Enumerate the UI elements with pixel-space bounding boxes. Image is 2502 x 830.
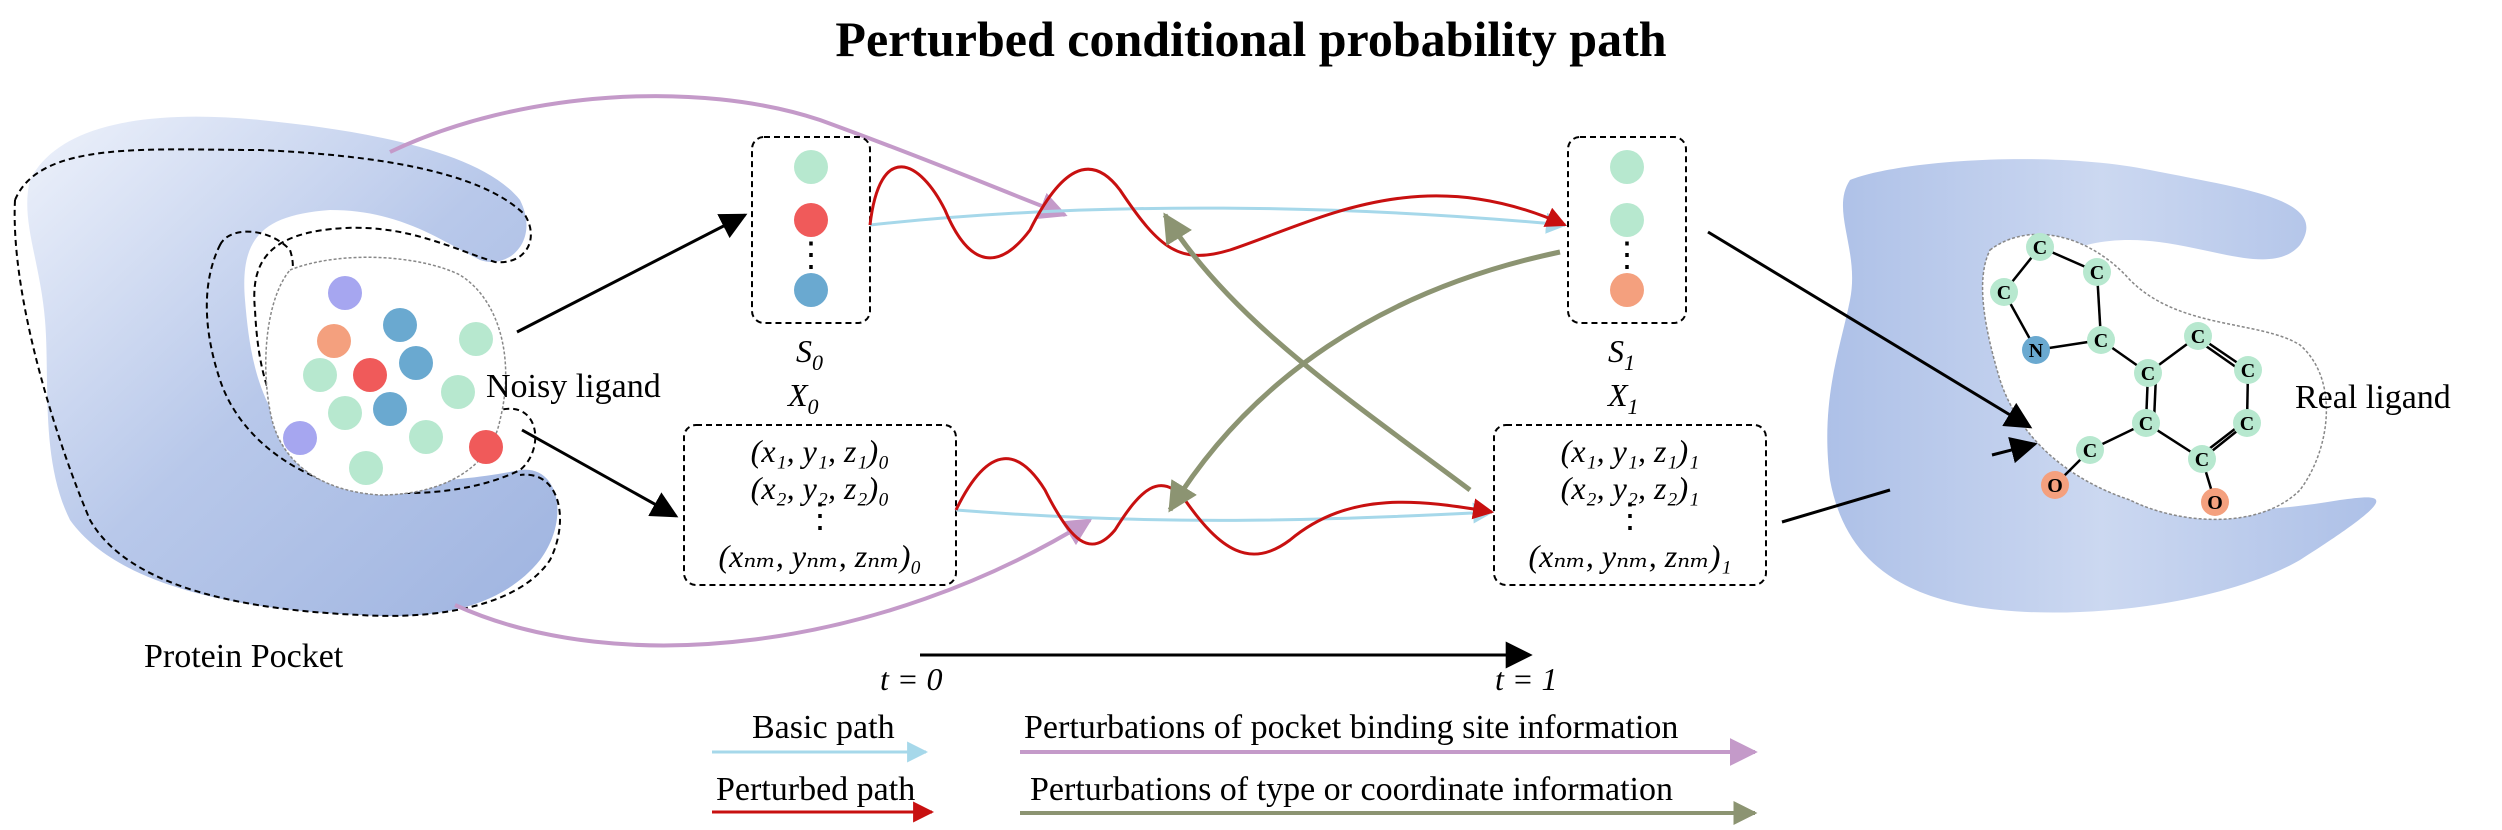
noisy-ligand-cluster xyxy=(265,256,507,496)
svg-text:O: O xyxy=(2047,475,2063,497)
x1-coord-1: (x₁, y₁, z₁)₁ xyxy=(1561,433,1700,469)
legend-type-coord-label: Perturbations of type or coordinate info… xyxy=(1030,771,1673,808)
atom-blue xyxy=(383,308,417,342)
x1-label: X1 xyxy=(1606,377,1639,419)
type-coord-perturbation-1 xyxy=(1162,212,1472,493)
svg-text:C: C xyxy=(2241,360,2255,382)
atom-blue xyxy=(399,346,433,380)
svg-text:C: C xyxy=(1997,282,2011,304)
arrow-s1-to-ligand xyxy=(1707,230,2033,429)
real-ligand-label: Real ligand xyxy=(2295,379,2451,416)
s0-label: S0 xyxy=(796,333,823,375)
protein-pocket-left xyxy=(13,116,561,617)
x0-box: (x₁, y₁, z₁)₀ (x₂, y₂, z₂)₀ ⋮ (xₙₘ, yₙₘ,… xyxy=(683,424,957,586)
perturbed-path-bottom xyxy=(954,457,1495,556)
atom-green xyxy=(441,375,475,409)
legend-pocket-perturb-label: Perturbations of pocket binding site inf… xyxy=(1024,709,1678,746)
noisy-ligand-label: Noisy ligand xyxy=(486,368,661,405)
diagram-title: Perturbed conditional probability path xyxy=(835,11,1666,67)
atom-green xyxy=(328,396,362,430)
x0-dots: ⋮ xyxy=(803,498,837,535)
s1-box: ⋮ xyxy=(1567,136,1687,324)
legend: Basic path Perturbed path Perturbations … xyxy=(712,709,1758,825)
x0-coord-2: (x₂, y₂, z₂)₀ xyxy=(751,470,890,506)
svg-text:O: O xyxy=(2207,492,2223,514)
atom-green xyxy=(409,420,443,454)
x0-label: X0 xyxy=(786,377,819,419)
x0-coord-1: (x₁, y₁, z₁)₀ xyxy=(751,433,890,469)
basic-path-bottom xyxy=(955,502,1495,524)
svg-text:C: C xyxy=(2195,449,2209,471)
s1-dots: ⋮ xyxy=(1610,237,1644,274)
svg-text:N: N xyxy=(2029,340,2044,362)
legend-perturbed-path-label: Perturbed path xyxy=(716,771,915,808)
svg-text:C: C xyxy=(2139,413,2153,435)
x1-coord-nm: (xₙₘ, yₙₘ, zₙₘ)₁ xyxy=(1528,538,1731,574)
s1-label: S1 xyxy=(1608,333,1635,375)
svg-text:C: C xyxy=(2083,440,2097,462)
s0-dots: ⋮ xyxy=(794,237,828,274)
pocket-perturbation-arc-top xyxy=(389,94,1068,220)
legend-basic-path-label: Basic path xyxy=(752,709,895,746)
arrow-to-x0 xyxy=(521,428,679,518)
svg-text:C: C xyxy=(2033,237,2047,259)
atom-red xyxy=(353,358,387,392)
svg-text:C: C xyxy=(2240,413,2254,435)
atom-green xyxy=(303,358,337,392)
atom-green xyxy=(459,322,493,356)
arrow-x1-to-ligand-part1 xyxy=(1781,488,1891,524)
atom-green xyxy=(349,451,383,485)
pocket-perturbation-arc-bottom xyxy=(454,518,1093,648)
svg-text:C: C xyxy=(2141,363,2155,385)
basic-path-top xyxy=(869,206,1568,234)
atom-orange xyxy=(317,324,351,358)
molecule-atoms: C C C C N C C C C C C C C O O xyxy=(1990,233,2262,516)
protein-pocket-right xyxy=(1827,159,2377,613)
perturbed-path-top xyxy=(868,165,1567,260)
atom-purple xyxy=(328,276,362,310)
arrow-x1-to-ligand-part2 xyxy=(1991,436,2038,464)
t-end-label: t = 1 xyxy=(1495,661,1557,697)
svg-text:C: C xyxy=(2094,330,2108,352)
x1-dots: ⋮ xyxy=(1613,498,1647,535)
atom-blue xyxy=(373,392,407,426)
protein-pocket-label: Protein Pocket xyxy=(144,638,344,675)
atom-purple xyxy=(283,421,317,455)
x1-coord-2: (x₂, y₂, z₂)₁ xyxy=(1561,470,1700,506)
svg-text:C: C xyxy=(2090,262,2104,284)
atom-red xyxy=(469,430,503,464)
svg-text:C: C xyxy=(2191,326,2205,348)
t-start-label: t = 0 xyxy=(880,661,942,697)
s0-box: ⋮ xyxy=(751,136,871,324)
x0-coord-nm: (xₙₘ, yₙₘ, zₙₘ)₀ xyxy=(718,538,921,574)
arrow-to-s0 xyxy=(516,213,748,334)
x1-box: (x₁, y₁, z₁)₁ (x₂, y₂, z₂)₁ ⋮ (xₙₘ, yₙₘ,… xyxy=(1493,424,1767,586)
type-coord-perturbation-2 xyxy=(1167,249,1561,513)
